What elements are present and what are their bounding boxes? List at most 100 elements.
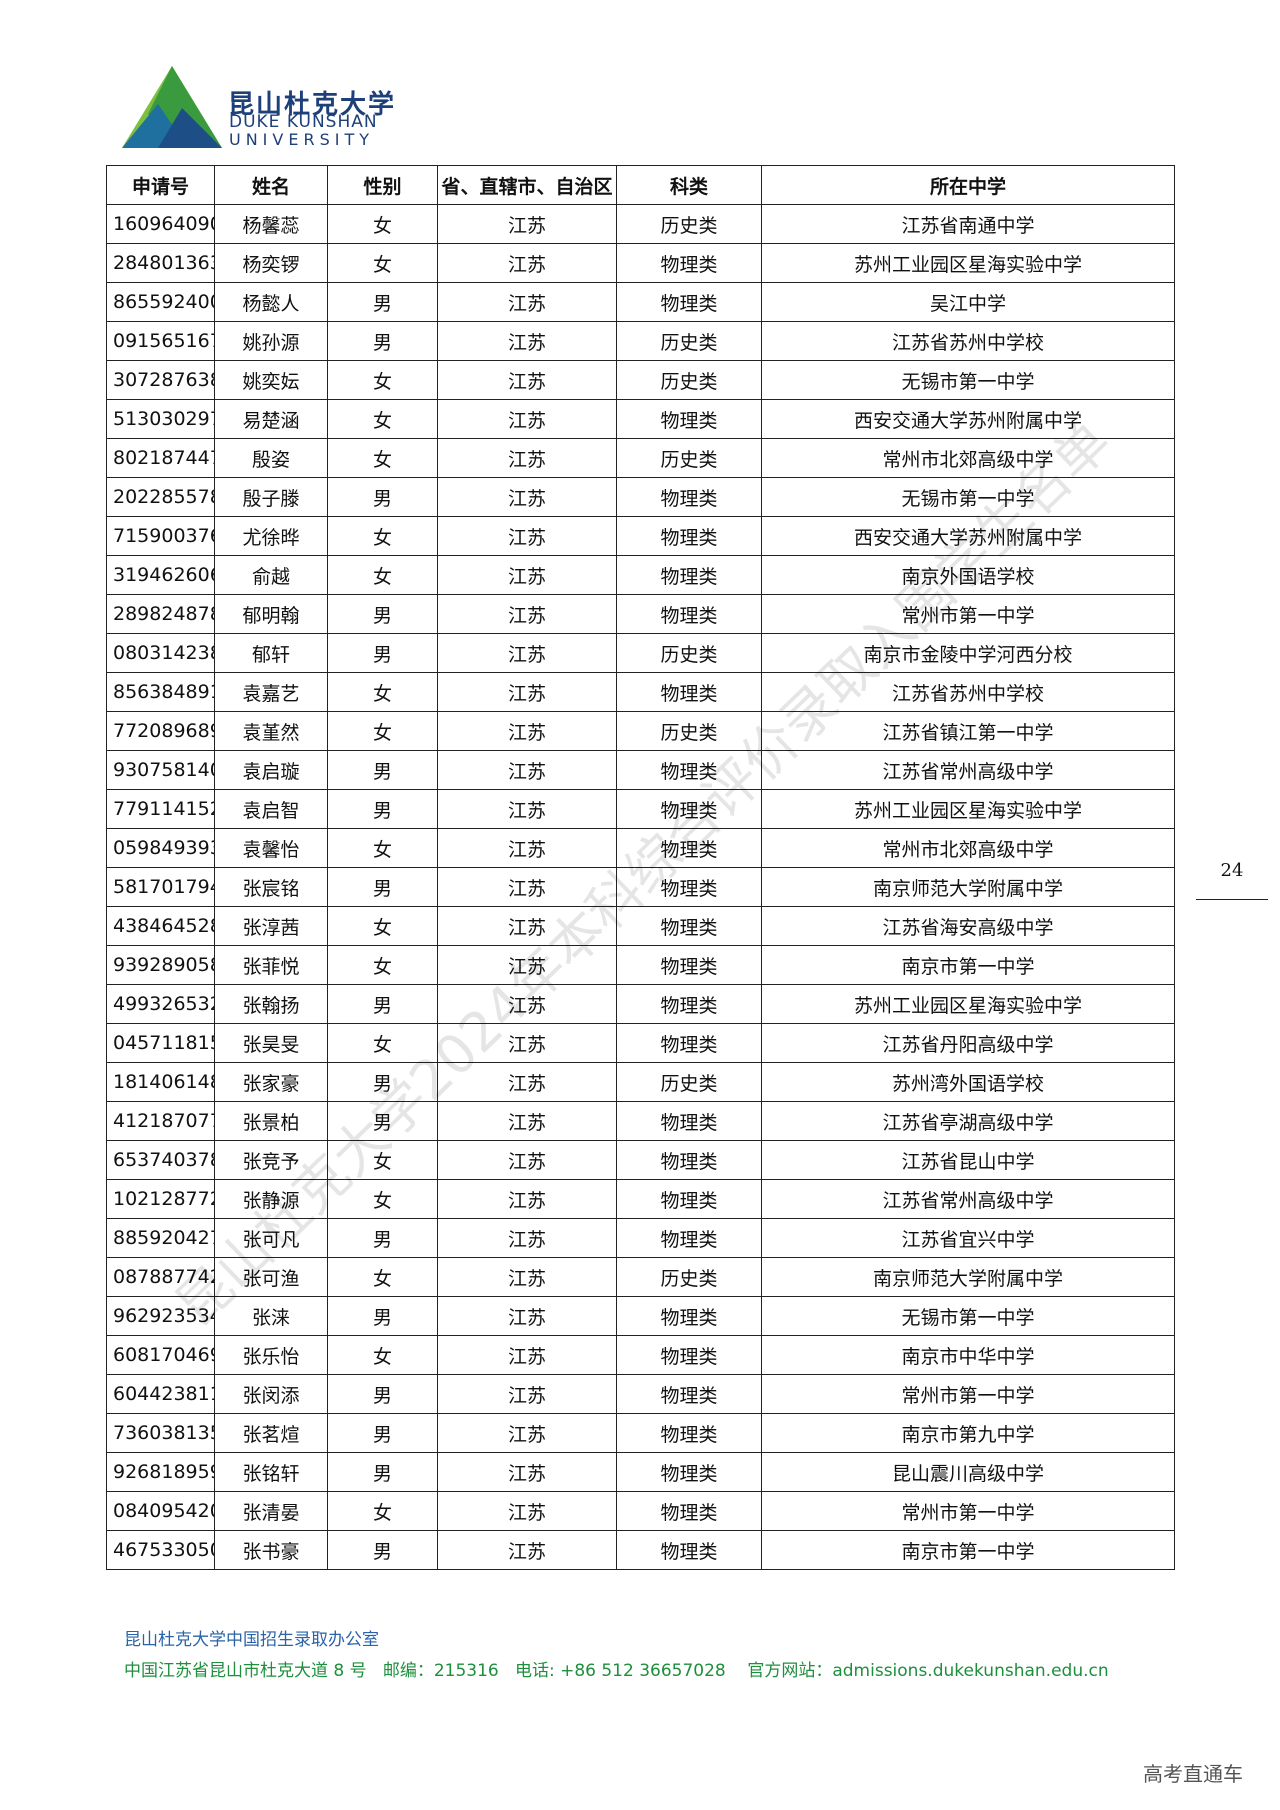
table-cell: 608170469 xyxy=(106,1335,215,1375)
table-row: 930758140 袁启璇男江苏 物理类 江苏省常州高级中学 xyxy=(106,750,1175,790)
table-cell: 杨懿人 xyxy=(214,282,328,322)
table-cell: 女 xyxy=(327,555,438,595)
table-cell: 殷姿 xyxy=(214,438,328,478)
table-cell: 江苏省丹阳高级中学 xyxy=(761,1023,1175,1063)
table-cell: 091565167 xyxy=(106,321,215,361)
table-cell: 苏州工业园区星海实验中学 xyxy=(761,243,1175,283)
table-cell: 江苏 xyxy=(437,516,617,556)
table-cell: 160964090 xyxy=(106,204,215,244)
table-cell: 江苏 xyxy=(437,1374,617,1414)
table-cell: 715900376 xyxy=(106,516,215,556)
table-cell: 张翰扬 xyxy=(214,984,328,1024)
table-cell: 江苏 xyxy=(437,360,617,400)
table-cell: 物理类 xyxy=(616,282,762,322)
table-cell: 080314238 xyxy=(106,633,215,673)
table-cell: 江苏 xyxy=(437,789,617,829)
table-cell: 姚孙源 xyxy=(214,321,328,361)
table-cell: 杨馨蕊 xyxy=(214,204,328,244)
table-cell: 181406148 xyxy=(106,1062,215,1102)
column-header: 姓名 xyxy=(214,165,328,205)
corner-mark: 高考直通车 xyxy=(1143,1762,1243,1786)
table-cell: 女 xyxy=(327,1023,438,1063)
table-cell: 江苏 xyxy=(437,477,617,517)
table-cell: 女 xyxy=(327,1140,438,1180)
admission-table: 申请号 姓名 性别 省、直辖市、自治区 科类 所在中学 160964090 杨馨蕊女江苏 历史… xyxy=(106,165,1175,1570)
table-row: 102128772 张静源女江苏 物理类 江苏省常州高级中学 xyxy=(106,1179,1175,1219)
table-cell: 736038135 xyxy=(106,1413,215,1453)
table-cell: 男 xyxy=(327,1374,438,1414)
table-cell: 物理类 xyxy=(616,789,762,829)
table-cell: 江苏 xyxy=(437,867,617,907)
table-cell: 物理类 xyxy=(616,1530,762,1570)
logo-en: UNIVERSITY xyxy=(229,130,374,149)
table-cell: 张茗煊 xyxy=(214,1413,328,1453)
table-cell: 袁馨怡 xyxy=(214,828,328,868)
table-cell: 南京师范大学附属中学 xyxy=(761,867,1175,907)
table-cell: 物理类 xyxy=(616,399,762,439)
table-cell: 男 xyxy=(327,789,438,829)
table-cell: 江苏 xyxy=(437,399,617,439)
table-row: 181406148 张家豪男江苏 历史类 苏州湾外国语学校 xyxy=(106,1062,1175,1102)
column-header: 申请号 xyxy=(106,165,215,205)
table-row: 926818959 张铭轩男江苏 物理类 昆山震川高级中学 xyxy=(106,1452,1175,1492)
table-row: 087887742 张可渔女江苏 历史类 南京师范大学附属中学 xyxy=(106,1257,1175,1297)
table-row: 962923534 张涞男江苏 物理类 无锡市第一中学 xyxy=(106,1296,1175,1336)
table-cell: 江苏 xyxy=(437,438,617,478)
table-body: 160964090 杨馨蕊女江苏 历史类 江苏省南通中学 284801363 杨奕锣女江苏… xyxy=(106,204,1175,1570)
table-cell: 江苏 xyxy=(437,1140,617,1180)
table-cell: 江苏 xyxy=(437,555,617,595)
table-cell: 江苏 xyxy=(437,1257,617,1297)
table-cell: 张景柏 xyxy=(214,1101,328,1141)
table-cell: 499326532 xyxy=(106,984,215,1024)
footer-office: 昆山杜克大学中国招生录取办公室 xyxy=(124,1630,379,1650)
table-cell: 467533050 xyxy=(106,1530,215,1570)
table-cell: 江苏 xyxy=(437,906,617,946)
table-cell: 江苏省南通中学 xyxy=(761,204,1175,244)
table-row: 653740378 张竞予女江苏 物理类 江苏省昆山中学 xyxy=(106,1140,1175,1180)
table-cell: 江苏 xyxy=(437,1452,617,1492)
table-cell: 历史类 xyxy=(616,204,762,244)
table-cell: 物理类 xyxy=(616,1335,762,1375)
table-cell: 张淳茜 xyxy=(214,906,328,946)
logo-cn: 昆山杜克大学 xyxy=(228,90,397,120)
table-cell: 男 xyxy=(327,594,438,634)
table-cell: 男 xyxy=(327,1530,438,1570)
table-cell: 物理类 xyxy=(616,1140,762,1180)
table-cell: 江苏省苏州中学校 xyxy=(761,321,1175,361)
table-cell: 常州市第一中学 xyxy=(761,1374,1175,1414)
table-cell: 尤徐晔 xyxy=(214,516,328,556)
table-cell: 男 xyxy=(327,1218,438,1258)
table-cell: 059849393 xyxy=(106,828,215,868)
table-cell: 苏州工业园区星海实验中学 xyxy=(761,984,1175,1024)
table-cell: 袁启智 xyxy=(214,789,328,829)
table-row: 091565167 姚孙源男江苏 历史类 江苏省苏州中学校 xyxy=(106,321,1175,361)
table-cell: 物理类 xyxy=(616,1296,762,1336)
table-cell: 江苏省海安高级中学 xyxy=(761,906,1175,946)
table-row: 604423811 张闵添男江苏 物理类 常州市第一中学 xyxy=(106,1374,1175,1414)
table-row: 865592400 杨懿人男江苏 物理类 吴江中学 xyxy=(106,282,1175,322)
table-cell: 江苏 xyxy=(437,672,617,712)
table-cell: 张竞予 xyxy=(214,1140,328,1180)
table-cell: 男 xyxy=(327,1413,438,1453)
table-cell: 202285578 xyxy=(106,477,215,517)
table-cell: 438464528 xyxy=(106,906,215,946)
table-cell: 319462606 xyxy=(106,555,215,595)
table-cell: 102128772 xyxy=(106,1179,215,1219)
table-cell: 常州市第一中学 xyxy=(761,594,1175,634)
column-header: 所在中学 xyxy=(761,165,1175,205)
table-cell: 江苏省昆山中学 xyxy=(761,1140,1175,1180)
table-cell: 江苏省苏州中学校 xyxy=(761,672,1175,712)
table-row: 412187077 张景柏男江苏 物理类 江苏省亭湖高级中学 xyxy=(106,1101,1175,1141)
table-cell: 045711815 xyxy=(106,1023,215,1063)
table-row: 319462606 俞越女江苏 物理类 南京外国语学校 xyxy=(106,555,1175,595)
table-row: 284801363 杨奕锣女江苏 物理类 苏州工业园区星海实验中学 xyxy=(106,243,1175,283)
table-cell: 常州市北郊高级中学 xyxy=(761,828,1175,868)
table-cell: 物理类 xyxy=(616,750,762,790)
table-cell: 男 xyxy=(327,984,438,1024)
table-cell: 张可凡 xyxy=(214,1218,328,1258)
table-cell: 女 xyxy=(327,711,438,751)
table-cell: 江苏 xyxy=(437,1530,617,1570)
table-row: 059849393 袁馨怡女江苏 物理类 常州市北郊高级中学 xyxy=(106,828,1175,868)
table-cell: 南京市第九中学 xyxy=(761,1413,1175,1453)
